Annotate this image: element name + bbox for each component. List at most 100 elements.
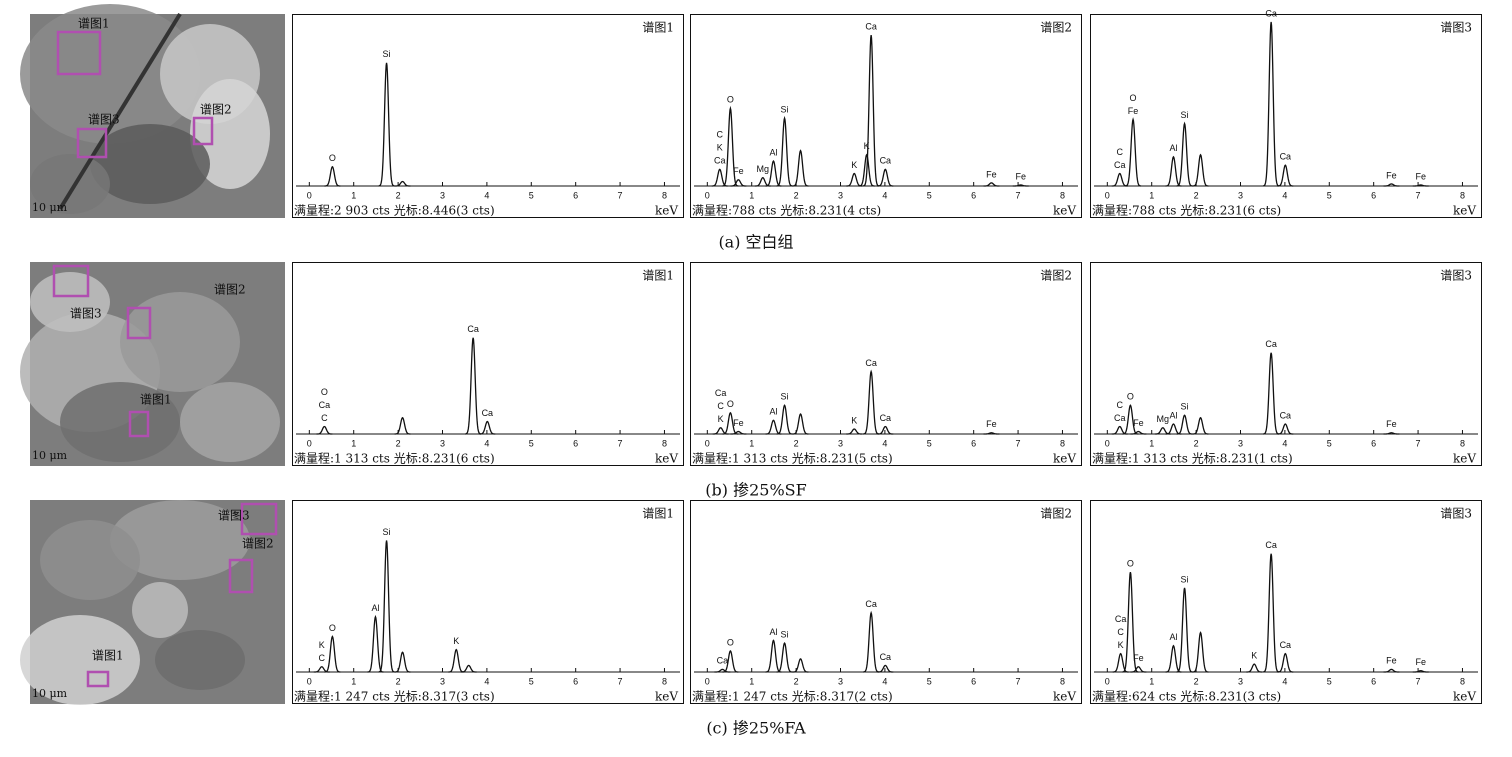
x-tick-label: 1 bbox=[1149, 676, 1154, 686]
x-tick-label: 8 bbox=[1060, 190, 1065, 200]
peak bbox=[1192, 631, 1209, 673]
spectrum-title: 谱图2 bbox=[1040, 269, 1072, 283]
peak bbox=[479, 420, 496, 435]
x-tick-label: 6 bbox=[971, 438, 976, 448]
spectrum-title: 谱图2 bbox=[1040, 21, 1072, 35]
region-label: 谱图3 bbox=[70, 307, 102, 321]
panel-frame bbox=[690, 14, 1082, 218]
x-tick-label: 5 bbox=[1327, 190, 1332, 200]
sem-image: 谱图1 谱图2 谱图3 10 μm bbox=[20, 4, 285, 218]
x-tick-label: 8 bbox=[1460, 190, 1465, 200]
peak bbox=[1277, 652, 1294, 673]
panel-frame bbox=[690, 500, 1082, 704]
peak bbox=[378, 62, 395, 187]
spectrum-footer: 满量程:2 903 cts 光标:8.446(3 cts) bbox=[294, 203, 495, 218]
x-tick-label: 1 bbox=[1149, 190, 1154, 200]
peak-label: Fe bbox=[986, 419, 997, 429]
x-tick-label: 8 bbox=[1460, 676, 1465, 686]
peak-label: Si bbox=[781, 105, 789, 115]
peak-label: Fe bbox=[1133, 418, 1144, 428]
panel-frame bbox=[690, 262, 1082, 466]
scale-label: 10 μm bbox=[32, 201, 68, 214]
region-box bbox=[128, 410, 150, 438]
peak bbox=[1176, 121, 1193, 187]
spectrum-title: 谱图3 bbox=[1440, 21, 1472, 35]
peak bbox=[714, 668, 731, 673]
x-tick-label: 7 bbox=[1016, 438, 1021, 448]
panel-frame bbox=[292, 500, 684, 704]
peak bbox=[1125, 117, 1142, 187]
x-tick-label: 3 bbox=[838, 190, 843, 200]
x-tick-label: 1 bbox=[749, 190, 754, 200]
image-texture bbox=[20, 615, 140, 705]
x-tick-label: 2 bbox=[794, 676, 799, 686]
peak-label: K bbox=[1251, 650, 1257, 660]
x-tick-label: 7 bbox=[1416, 438, 1421, 448]
peak bbox=[1263, 21, 1280, 187]
peak-label: Fe bbox=[1415, 657, 1426, 667]
peak-label: Ca bbox=[319, 400, 331, 410]
peak-label: Fe bbox=[1128, 106, 1139, 116]
region-box bbox=[56, 30, 102, 76]
peak-label: Ca bbox=[715, 388, 727, 398]
peak bbox=[1130, 666, 1147, 673]
peak-label: Ca bbox=[1265, 8, 1277, 18]
peak bbox=[792, 149, 809, 187]
spectrum-footer: 满量程:1 313 cts 光标:8.231(6 cts) bbox=[294, 451, 495, 466]
x-tick-label: 4 bbox=[882, 676, 887, 686]
peak bbox=[324, 165, 341, 187]
peak-label: C bbox=[1116, 147, 1123, 157]
peak bbox=[1383, 668, 1400, 673]
region-label: 谱图2 bbox=[214, 283, 246, 297]
spectrum-footer: 满量程:788 cts 光标:8.231(4 cts) bbox=[692, 203, 881, 218]
peak bbox=[1192, 416, 1209, 435]
peak bbox=[460, 664, 477, 673]
x-tick-label: 6 bbox=[573, 676, 578, 686]
peak bbox=[846, 428, 863, 435]
peak bbox=[877, 425, 894, 435]
spectrum-panel: 0 1 2 3 4 5 6 7 8 Ca CO Fe Mg Al Si Ca Ca Fe 谱图3 满量程:1 313 … bbox=[1090, 262, 1482, 466]
x-tick-label: 3 bbox=[838, 676, 843, 686]
peak-label: Al bbox=[1169, 632, 1177, 642]
x-tick-label: 6 bbox=[971, 676, 976, 686]
peak bbox=[730, 430, 747, 435]
x-tick-label: 3 bbox=[440, 438, 445, 448]
peak bbox=[1383, 183, 1400, 187]
peak bbox=[863, 369, 880, 435]
peak bbox=[712, 427, 729, 435]
x-tick-label: 2 bbox=[396, 190, 401, 200]
peak bbox=[324, 635, 341, 673]
x-tick-label: 1 bbox=[351, 676, 356, 686]
x-tick-label: 5 bbox=[1327, 676, 1332, 686]
region-label: 谱图2 bbox=[200, 103, 232, 117]
image-texture bbox=[60, 382, 180, 462]
spectrum-footer: 满量程:1 313 cts 光标:8.231(5 cts) bbox=[692, 451, 893, 466]
peak-label: O bbox=[727, 95, 734, 105]
x-tick-label: 8 bbox=[662, 438, 667, 448]
peak bbox=[394, 651, 411, 673]
peak-label: K bbox=[851, 415, 857, 425]
peak-label: K bbox=[453, 636, 459, 646]
x-tick-label: 2 bbox=[396, 438, 401, 448]
peak bbox=[394, 180, 411, 187]
x-tick-label: 3 bbox=[440, 190, 445, 200]
x-tick-label: 0 bbox=[307, 438, 312, 448]
region-box bbox=[192, 116, 214, 146]
x-tick-label: 3 bbox=[1238, 190, 1243, 200]
peak-label: Al bbox=[769, 147, 777, 157]
peak-label: Ca bbox=[1280, 640, 1292, 650]
x-tick-label: 0 bbox=[705, 190, 710, 200]
region-box bbox=[240, 502, 278, 536]
peak-label: O bbox=[321, 387, 328, 397]
region-box bbox=[228, 558, 254, 594]
x-tick-label: 3 bbox=[1238, 438, 1243, 448]
x-tick-label: 7 bbox=[1416, 676, 1421, 686]
x-tick-label: 5 bbox=[927, 190, 932, 200]
peak-label: Ca bbox=[1115, 614, 1127, 624]
peak-label: Si bbox=[1181, 402, 1189, 412]
x-tick-label: 0 bbox=[705, 676, 710, 686]
peak bbox=[722, 650, 739, 673]
x-tick-label: 1 bbox=[749, 676, 754, 686]
